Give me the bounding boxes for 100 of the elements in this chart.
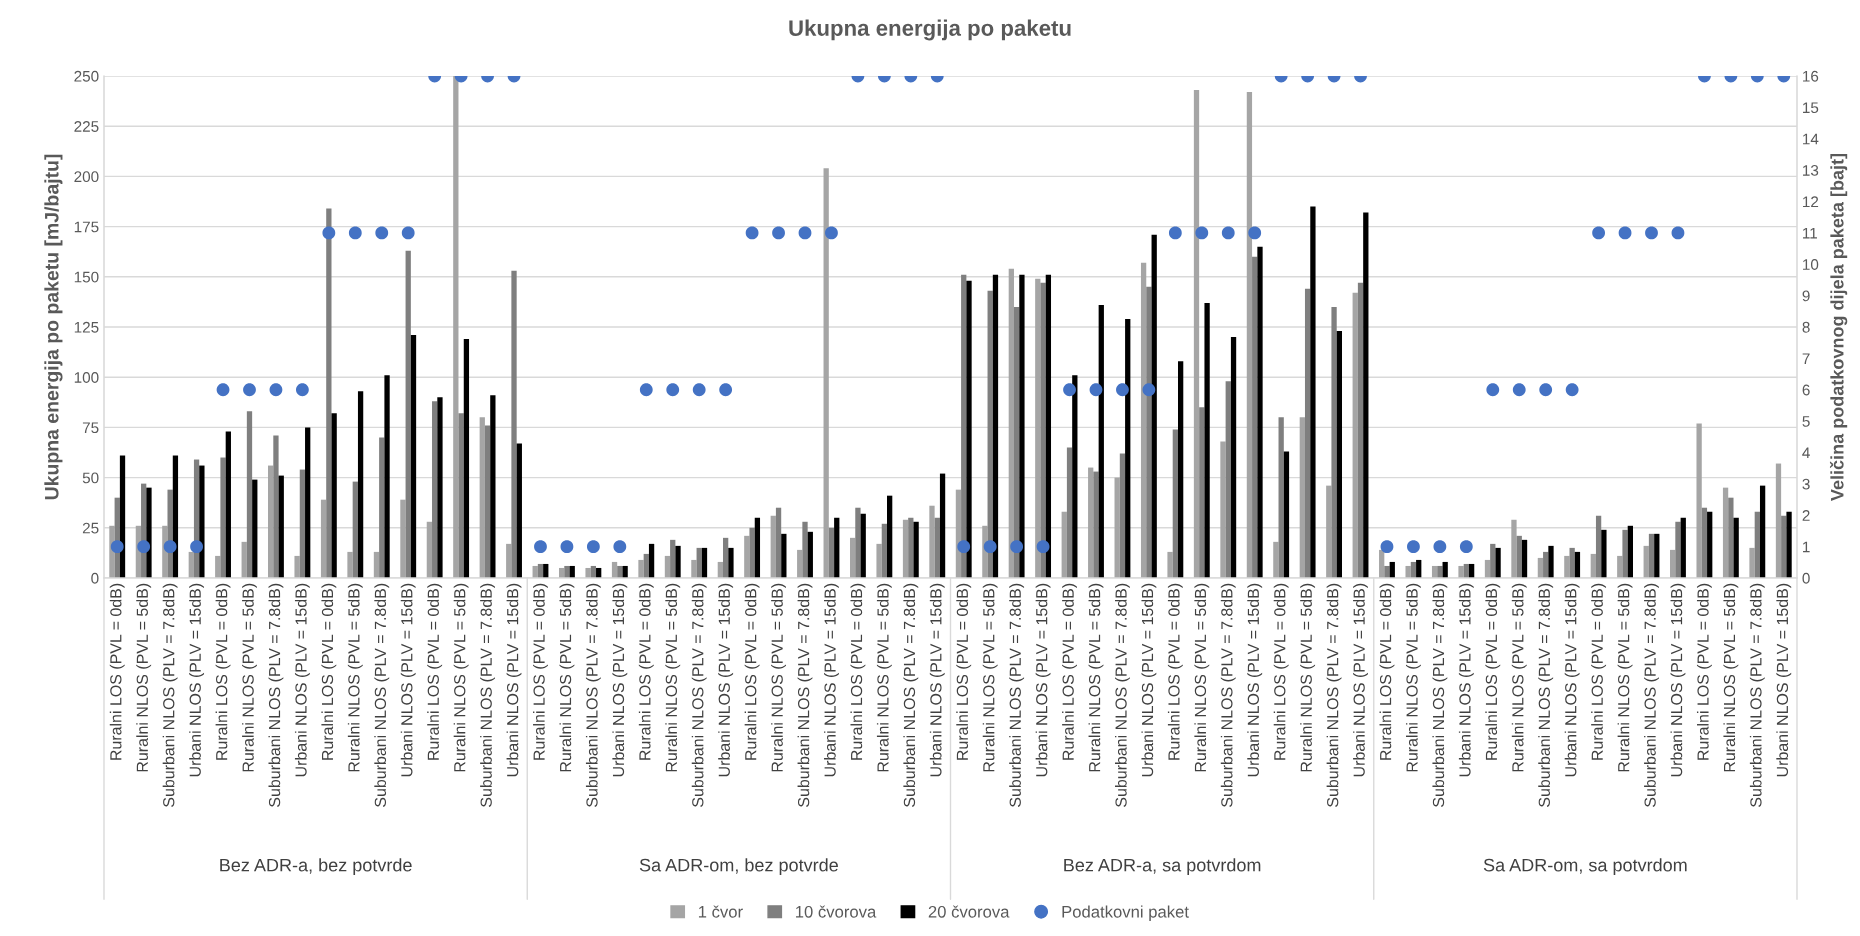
bar bbox=[1548, 545, 1554, 578]
x-tick-label: Suburbani NLOS (PLV = 7.8dB) bbox=[691, 583, 707, 807]
bar bbox=[913, 521, 919, 578]
bar bbox=[860, 513, 866, 578]
bar bbox=[834, 517, 840, 578]
bar bbox=[516, 443, 522, 578]
bar bbox=[1352, 292, 1358, 578]
bar bbox=[1331, 306, 1337, 578]
x-tick-label: Urbani NLOS (PLV = 15dB) bbox=[1670, 583, 1686, 777]
y2-tick-label: 6 bbox=[1802, 384, 1810, 396]
bar bbox=[934, 517, 940, 578]
bar bbox=[299, 469, 306, 578]
bar bbox=[215, 555, 221, 578]
x-tick-label: Urbani NLOS (PLV = 15dB) bbox=[1141, 583, 1157, 777]
x-tick-label: Urbani NLOS (PLV = 15dB) bbox=[506, 583, 522, 777]
bar bbox=[268, 465, 274, 578]
x-tick-label: Suburbani NLOS (PLV = 7.8dB) bbox=[797, 583, 813, 807]
bar bbox=[1088, 467, 1094, 578]
bar bbox=[701, 547, 708, 578]
y2-tick-label: 14 bbox=[1803, 133, 1819, 145]
bar bbox=[1093, 471, 1099, 578]
bar bbox=[1357, 282, 1364, 578]
bar bbox=[1220, 441, 1226, 578]
bar bbox=[1733, 517, 1739, 578]
x-tick-label: Suburbani NLOS (PLV = 7.8dB) bbox=[1749, 583, 1765, 807]
bar bbox=[1564, 555, 1570, 578]
y2-tick-label: 10 bbox=[1803, 259, 1819, 270]
bar bbox=[225, 431, 231, 578]
bar bbox=[252, 479, 258, 578]
x-tick-label: Ruralni NLOS (PVL = 5dB) bbox=[1617, 583, 1633, 772]
bar bbox=[1675, 521, 1681, 578]
x-tick-label: Suburbani NLOS (PLV = 7.8dB) bbox=[1009, 583, 1025, 807]
bar bbox=[490, 395, 496, 578]
bar bbox=[564, 565, 570, 578]
bar bbox=[1230, 337, 1237, 578]
y2-tick-label: 3 bbox=[1802, 478, 1810, 490]
legend-label: 1 čvor bbox=[698, 905, 743, 918]
bar bbox=[1437, 565, 1443, 578]
bar bbox=[1384, 565, 1390, 578]
x-tick-label: Urbani NLOS (PLV = 15dB) bbox=[929, 583, 945, 777]
x-tick-label: Ruralni NLOS (PVL = 5dB) bbox=[982, 583, 998, 772]
y2-tick-label: 16 bbox=[1803, 70, 1819, 82]
y2-tick-label: 8 bbox=[1802, 321, 1810, 333]
bar bbox=[802, 521, 808, 578]
x-tick-label: Ruralni LOS (PVL = 0dB) bbox=[321, 583, 337, 760]
bar bbox=[1495, 547, 1501, 578]
y2-tick-label: 7 bbox=[1802, 353, 1810, 364]
y2-tick-label: 15 bbox=[1803, 102, 1819, 114]
legend-label: 20 čvorova bbox=[928, 905, 1010, 918]
x-tick-label: Ruralni NLOS (PVL = 5dB) bbox=[242, 583, 257, 772]
x-tick-label: Ruralni LOS (PVL = 0dB) bbox=[638, 583, 654, 760]
bar bbox=[1299, 417, 1305, 578]
x-tick-label: Ruralni NLOS (PVL = 5dB) bbox=[1088, 583, 1104, 772]
x-tick-label: Ruralni NLOS (PVL = 5dB) bbox=[1405, 583, 1421, 772]
x-tick-label: Suburbani NLOS (PLV = 7.8dB) bbox=[1115, 583, 1130, 807]
bar bbox=[1707, 511, 1713, 578]
bar bbox=[246, 411, 253, 578]
bar bbox=[1066, 447, 1073, 578]
bar bbox=[881, 523, 888, 578]
x-tick-label: Suburbani NLOS (PLV = 7.8dB) bbox=[1220, 583, 1236, 807]
bar bbox=[1521, 539, 1528, 578]
x-tick-label: Ruralni NLOS (PVL = 5dB) bbox=[453, 583, 469, 772]
x-tick-label: Suburbani NLOS (PLV = 7.8dB) bbox=[1644, 583, 1659, 807]
bar bbox=[797, 549, 803, 578]
legend-label: 10 čvorova bbox=[796, 905, 877, 918]
x-tick-label: Ruralni LOS (PVL = 0dB) bbox=[1379, 583, 1395, 760]
bar bbox=[929, 505, 935, 578]
x-tick-label: Ruralni NLOS (PVL = 5dB) bbox=[347, 583, 363, 772]
bar bbox=[294, 555, 300, 578]
y2-tick-label: 5 bbox=[1802, 416, 1810, 427]
bar bbox=[506, 543, 512, 578]
bar bbox=[426, 521, 433, 578]
bar bbox=[1252, 256, 1258, 578]
bar bbox=[1648, 533, 1655, 578]
x-tick-label: Suburbani NLOS (PLV = 7.8dB) bbox=[162, 583, 178, 807]
bar bbox=[675, 545, 681, 578]
bar bbox=[1172, 429, 1178, 578]
bar bbox=[1728, 497, 1734, 578]
bar bbox=[1590, 553, 1596, 578]
bar bbox=[1786, 511, 1792, 578]
x-tick-label: Urbani NLOS (PLV = 15dB) bbox=[1247, 583, 1263, 777]
y-tick-label: 100 bbox=[74, 372, 99, 383]
bar bbox=[723, 537, 729, 578]
bar bbox=[744, 535, 750, 578]
y-tick-label: 0 bbox=[91, 572, 99, 584]
bar bbox=[379, 437, 385, 578]
bar bbox=[585, 567, 591, 578]
y2-tick-label: 12 bbox=[1803, 196, 1819, 208]
bar bbox=[357, 391, 364, 578]
bar bbox=[1278, 417, 1284, 578]
bar bbox=[373, 551, 380, 578]
x-tick-label: Ruralni LOS (PVL = 0dB) bbox=[215, 583, 231, 760]
bar bbox=[807, 531, 813, 578]
y-tick-label: 225 bbox=[74, 121, 99, 132]
x-tick-label: Suburbani NLOS (PLV = 7.8dB) bbox=[1432, 583, 1448, 807]
y2-axis-title: Veličina podatkovnog dijela paketa [bajt] bbox=[1829, 153, 1848, 501]
x-tick-label: Ruralni LOS (PVL = 0dB) bbox=[1062, 583, 1077, 760]
bar bbox=[458, 413, 464, 578]
bar bbox=[320, 499, 327, 578]
bar bbox=[1543, 551, 1549, 578]
